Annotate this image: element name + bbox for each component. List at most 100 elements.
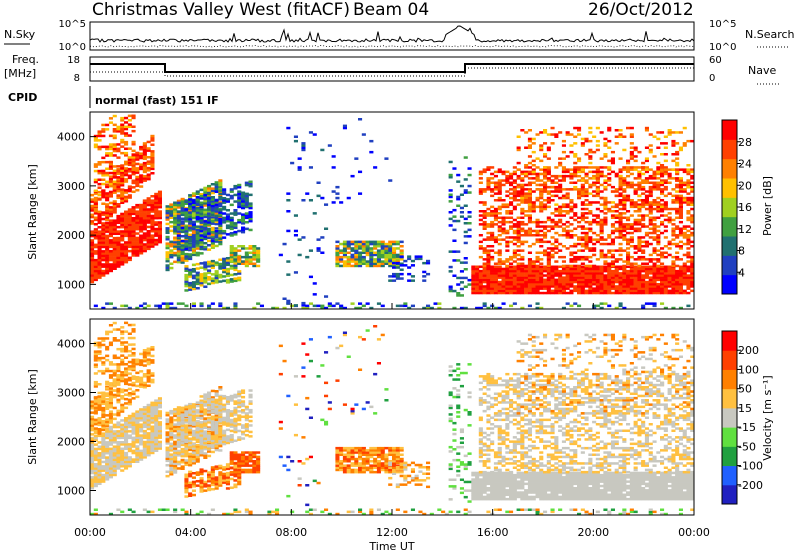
heatmap-cell bbox=[501, 227, 506, 230]
heatmap-cell bbox=[512, 188, 517, 191]
heatmap-cell bbox=[146, 169, 151, 172]
heatmap-cell bbox=[108, 473, 113, 477]
heatmap-cell bbox=[614, 249, 619, 252]
heatmap-cell bbox=[656, 210, 661, 213]
heatmap-cell bbox=[124, 373, 129, 377]
heatmap-cell bbox=[482, 201, 487, 204]
heatmap-cell bbox=[127, 445, 132, 448]
heatmap-cell bbox=[101, 411, 106, 414]
heatmap-cell bbox=[592, 289, 597, 293]
heatmap-cell bbox=[607, 234, 612, 237]
heatmap-cell bbox=[497, 249, 502, 252]
heatmap-cell bbox=[108, 234, 113, 238]
heatmap-cell bbox=[573, 212, 578, 215]
heatmap-cell bbox=[584, 203, 589, 206]
heatmap-cell bbox=[93, 443, 98, 446]
heatmap-cell bbox=[97, 214, 102, 218]
heatmap-cell bbox=[191, 225, 196, 229]
heatmap-cell bbox=[490, 220, 495, 224]
heatmap-cell bbox=[505, 249, 510, 252]
heatmap-cell bbox=[97, 476, 102, 479]
heatmap-cell bbox=[108, 414, 113, 418]
heatmap-cell bbox=[112, 250, 117, 253]
heatmap-cell bbox=[471, 267, 476, 271]
heatmap-cell bbox=[195, 198, 200, 201]
heatmap-cell bbox=[682, 274, 687, 277]
heatmap-cell bbox=[90, 426, 95, 430]
heatmap-cell bbox=[131, 430, 136, 433]
heatmap-cell bbox=[584, 236, 589, 239]
heatmap-cell bbox=[682, 142, 687, 145]
cpid-label: CPID bbox=[8, 91, 37, 104]
heatmap-cell bbox=[512, 253, 517, 257]
heatmap-cell bbox=[199, 221, 204, 224]
heatmap-cell bbox=[105, 465, 110, 468]
heatmap-cell bbox=[120, 375, 125, 378]
heatmap-cell bbox=[648, 258, 653, 261]
heatmap-cell bbox=[527, 181, 532, 184]
heatmap-cell bbox=[124, 116, 129, 120]
heatmap-cell bbox=[648, 231, 653, 235]
heatmap-cell bbox=[112, 143, 117, 146]
heatmap-cell bbox=[116, 374, 121, 377]
heatmap-cell bbox=[637, 185, 642, 189]
heatmap-cell bbox=[146, 177, 151, 181]
heatmap-cell bbox=[577, 236, 582, 239]
heatmap-cell bbox=[422, 261, 427, 265]
heatmap-cell bbox=[135, 153, 140, 157]
heatmap-cell bbox=[237, 218, 242, 222]
heatmap-cell bbox=[497, 267, 502, 271]
heatmap-cell bbox=[131, 149, 136, 153]
heatmap-cell bbox=[656, 276, 661, 279]
heatmap-cell bbox=[656, 229, 661, 233]
heatmap-cell bbox=[592, 247, 597, 250]
heatmap-cell bbox=[490, 258, 495, 261]
heatmap-cell bbox=[173, 212, 178, 215]
heatmap-cell bbox=[599, 166, 604, 169]
heatmap-cell bbox=[512, 289, 517, 293]
heatmap-cell bbox=[93, 454, 98, 457]
heatmap-cell bbox=[558, 179, 563, 182]
heatmap-cell bbox=[384, 253, 389, 257]
heatmap-cell bbox=[105, 469, 110, 472]
heatmap-cell bbox=[478, 265, 483, 268]
heatmap-cell bbox=[191, 253, 196, 257]
heatmap-cell bbox=[573, 289, 578, 293]
heatmap-cell bbox=[101, 174, 106, 177]
heatmap-cell bbox=[376, 260, 381, 263]
heatmap-cell bbox=[120, 388, 125, 391]
heatmap-cell bbox=[554, 194, 559, 198]
heatmap-cell bbox=[112, 328, 117, 331]
heatmap-cell bbox=[120, 170, 125, 174]
heatmap-cell bbox=[497, 287, 502, 290]
heatmap-cell bbox=[588, 148, 593, 152]
heatmap-cell bbox=[618, 249, 623, 252]
heatmap-cell bbox=[124, 356, 129, 359]
heatmap-cell bbox=[112, 445, 117, 448]
heatmap-cell bbox=[191, 201, 196, 204]
heatmap-cell bbox=[112, 438, 117, 442]
heatmap-cell bbox=[565, 285, 570, 288]
heatmap-cell bbox=[637, 264, 642, 268]
heatmap-cell bbox=[210, 191, 215, 195]
heatmap-cell bbox=[490, 272, 495, 275]
heatmap-cell bbox=[105, 462, 110, 466]
heatmap-cell bbox=[686, 218, 691, 222]
heatmap-cell bbox=[580, 212, 585, 215]
heatmap-cell bbox=[124, 441, 129, 444]
heatmap-cell bbox=[120, 225, 125, 229]
heatmap-cell bbox=[90, 241, 95, 244]
colorbar-tick-label: 4 bbox=[738, 266, 745, 279]
heatmap-cell bbox=[124, 402, 129, 405]
heatmap-cell bbox=[618, 168, 623, 171]
heatmap-cell bbox=[116, 143, 121, 146]
heatmap-cell bbox=[520, 170, 525, 174]
heatmap-cell bbox=[652, 231, 657, 235]
heatmap-cell bbox=[573, 302, 578, 305]
heatmap-cell bbox=[105, 243, 110, 246]
heatmap-cell bbox=[618, 201, 623, 204]
heatmap-cell bbox=[97, 237, 102, 240]
heatmap-cell bbox=[497, 181, 502, 184]
heatmap-cell bbox=[146, 238, 151, 242]
heatmap-cell bbox=[120, 425, 125, 429]
